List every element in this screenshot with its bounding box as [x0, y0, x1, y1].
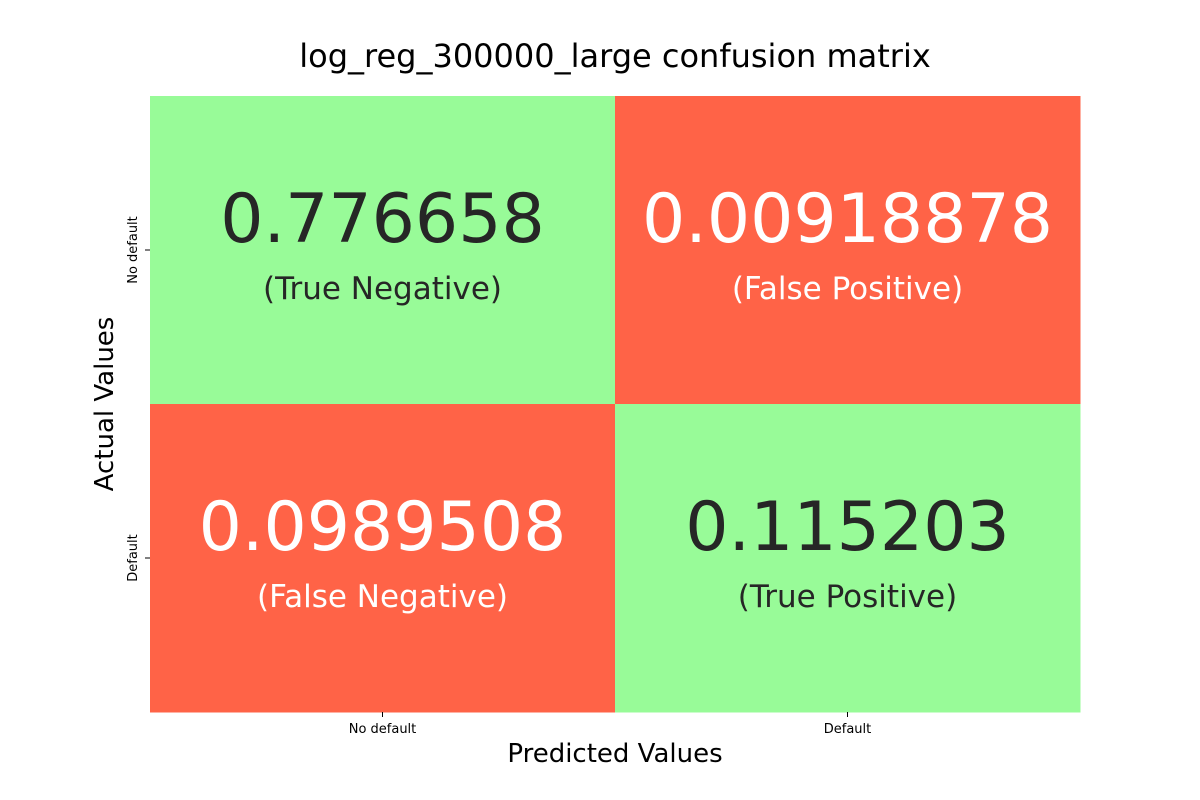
cell-rect — [615, 96, 1081, 405]
cell-rect — [615, 404, 1081, 713]
heatmap-cell: 0.0989508 (False Negative) — [150, 404, 616, 713]
x-tick-label: No default — [349, 722, 417, 737]
heatmap-cell: 0.115203 (True Positive) — [615, 404, 1081, 713]
axis-ticks: No default Default No default Default — [126, 216, 871, 737]
cell-caption-label: (True Positive) — [738, 579, 957, 615]
cell-value-label: 0.00918878 — [642, 180, 1053, 259]
cell-caption-label: (False Negative) — [257, 579, 508, 615]
cell-value-label: 0.776658 — [220, 180, 544, 259]
x-tick-label: Default — [824, 722, 872, 737]
chart-title: log_reg_300000_large confusion matrix — [299, 37, 931, 75]
cell-caption-label: (True Negative) — [263, 271, 502, 307]
heatmap-cells: 0.776658 (True Negative) 0.00918878 (False … — [150, 96, 1081, 713]
cell-value-label: 0.115203 — [685, 488, 1009, 567]
cell-value-label: 0.0989508 — [199, 488, 567, 567]
y-tick-label: No default — [126, 216, 141, 284]
cell-rect — [150, 96, 616, 405]
cell-caption-label: (False Positive) — [732, 271, 963, 307]
x-axis-label: Predicted Values — [507, 739, 722, 769]
cell-rect — [150, 404, 616, 713]
y-axis-label: Actual Values — [90, 317, 120, 492]
heatmap-cell: 0.776658 (True Negative) — [150, 96, 616, 405]
heatmap-cell: 0.00918878 (False Positive) — [615, 96, 1081, 405]
y-tick-label: Default — [126, 534, 141, 582]
